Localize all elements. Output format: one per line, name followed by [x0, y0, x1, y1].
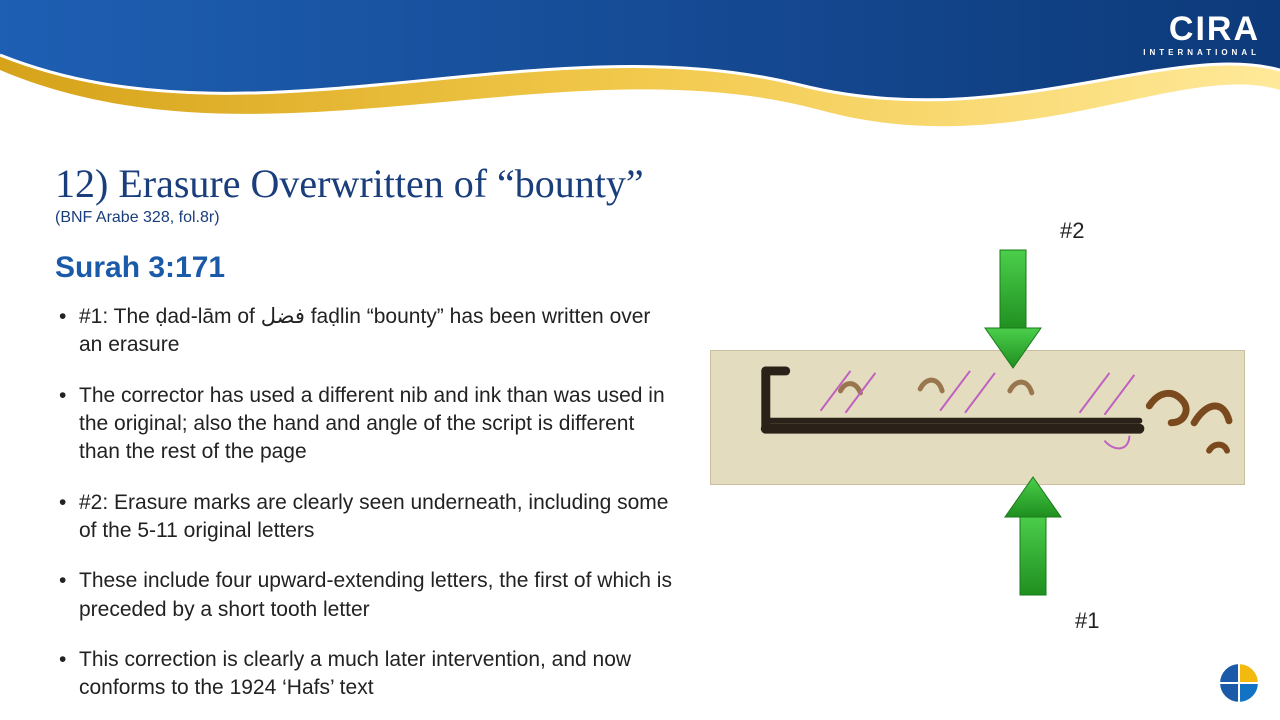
bullet-item: The corrector has used a different nib a… [55, 382, 675, 467]
arrow1-icon [1005, 477, 1061, 595]
bullet-item: #1: The ḍad-lām of فضل faḍlin “bounty” h… [55, 303, 675, 360]
bullet-item: These include four upward-extending lett… [55, 567, 675, 624]
brand-sub: INTERNATIONAL [1143, 48, 1260, 57]
bullet-item: This correction is clearly a much later … [55, 646, 675, 703]
banner [0, 0, 1280, 170]
manuscript-image [710, 350, 1245, 485]
figure: #2 [710, 210, 1245, 630]
slide: CIRA INTERNATIONAL 12) Erasure Overwritt… [0, 0, 1280, 720]
bullet-list: #1: The ḍad-lām of فضل faḍlin “bounty” h… [55, 303, 675, 703]
arrow2-label: #2 [1060, 218, 1084, 244]
mini-logo-icon [1218, 662, 1260, 704]
arrow1-label: #1 [1075, 608, 1099, 634]
slide-title: 12) Erasure Overwritten of “bounty” [55, 160, 1240, 207]
bullet-item: #2: Erasure marks are clearly seen under… [55, 489, 675, 546]
brand-logo: CIRA INTERNATIONAL [1143, 12, 1260, 57]
brand-main: CIRA [1143, 12, 1260, 46]
